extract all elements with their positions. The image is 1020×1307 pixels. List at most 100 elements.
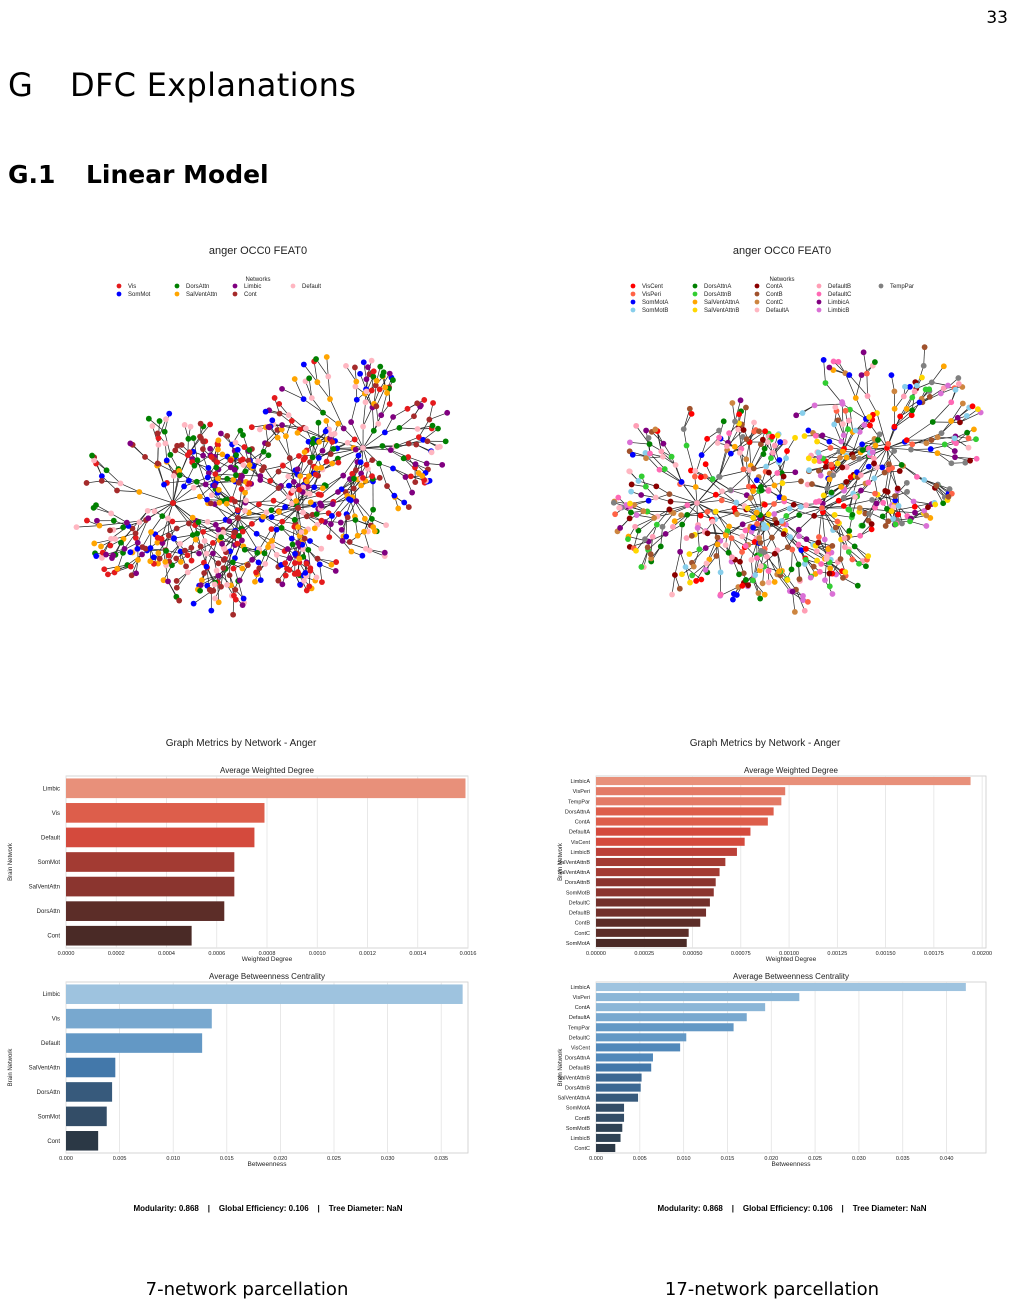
graph-node [196,550,202,557]
graph-node [774,432,781,439]
graph-edge [715,494,737,503]
graph-node [840,503,847,509]
graph-node [758,563,764,570]
graph-node [913,473,920,480]
graph-node [214,475,221,482]
graph-node [161,428,168,435]
graph-node [328,561,335,568]
graph-node [278,525,285,531]
graph-node [816,468,822,474]
graph-edge [362,447,380,464]
y-tick-label: Vis [52,811,60,817]
graph-edge [801,549,818,561]
graph-node [208,454,215,460]
graph-title: anger OCC0 FEAT0 [733,245,831,257]
graph-node [128,572,135,579]
graph-node [393,442,400,449]
graph-node [296,486,303,493]
legend-marker [630,307,636,313]
bar [66,1131,99,1151]
graph-node [183,563,189,570]
graph-edge [313,361,318,383]
graph-node [824,485,831,492]
graph-node [764,439,771,445]
graph-edge [172,475,181,504]
graph-node [714,541,721,548]
graph-node [774,470,781,476]
graph-node [207,445,214,452]
graph-node [832,404,839,411]
y-tick-label: SalVentAttn [29,1066,60,1072]
graph-node [907,518,913,525]
graph-node [306,491,313,497]
graph-node [839,448,846,455]
graph-node [353,396,360,403]
graph-node [642,483,649,490]
graph-node [965,444,972,451]
graph-node [714,440,721,446]
graph-edge [167,518,175,539]
graph-node [937,390,944,397]
graph-edge [705,555,717,571]
y-tick-label: SalVentAttnB [558,860,591,866]
bar [66,925,192,946]
graph-edge [101,475,118,491]
graph-node [173,584,180,591]
graph-node [736,571,742,578]
graph-edge [239,564,249,581]
graph-node [672,462,679,468]
graph-node [329,439,336,445]
graph-node [789,588,796,595]
graph-edge [814,514,835,517]
graph-edge [749,430,766,443]
legend-label: LimbicA [828,300,849,306]
graph-node [239,537,245,544]
graph-node [757,539,764,546]
graph-edge [695,486,716,496]
graph-node [845,506,852,513]
graph-node [297,581,303,588]
graph-edge [399,415,415,429]
graph-node [110,552,116,559]
graph-node [891,423,898,430]
graph-node [672,572,678,578]
graph-node [919,374,925,381]
graph-node [669,591,675,598]
graph-node [815,449,822,456]
bar [596,787,786,796]
graph-node [286,555,293,562]
graph-edge [931,436,956,441]
graph-edge [262,516,282,529]
graph-edge [202,531,220,541]
graph-node [241,546,248,553]
graph-node [940,385,947,392]
graph-node [333,559,340,565]
graph-node [429,422,436,429]
graph-node [760,451,767,458]
bar [596,777,971,786]
y-tick-label: SomMotB [566,1126,590,1132]
x-tick-label: 0.000 [589,1156,603,1162]
graph-node [908,412,915,419]
graph-node [933,482,940,489]
graph-node [231,498,238,505]
graph-node [769,433,776,440]
graph-node [325,373,332,380]
legend-label: DefaultC [828,292,852,298]
graph-edge [363,531,371,551]
graph-node [739,533,746,540]
legend-label: TempPar [890,284,914,290]
legend-marker [630,283,636,289]
graph-node [194,530,201,537]
y-axis-label: Brain Network [558,1048,564,1087]
graph-node [291,571,298,577]
graph-edge [362,447,391,451]
graph-node [90,504,97,511]
graph-node [765,511,772,518]
graph-node [379,443,386,449]
graph-edge [307,549,311,569]
graph-edge [229,551,231,576]
graph-node [771,501,777,507]
graph-node [812,571,819,577]
graph-edge [284,544,293,564]
